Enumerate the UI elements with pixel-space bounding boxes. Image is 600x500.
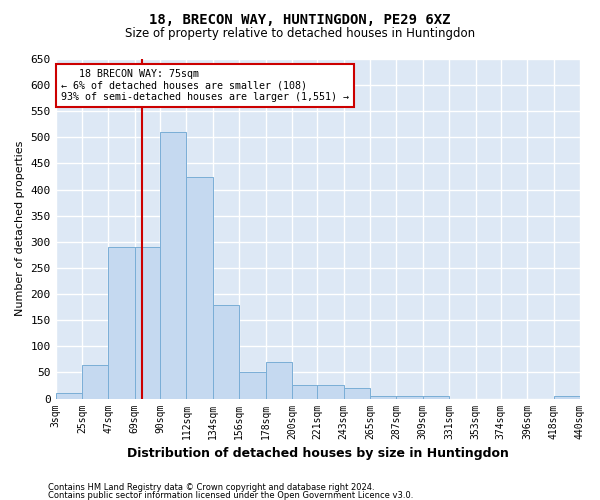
Bar: [397, 396, 423, 398]
Text: 18, BRECON WAY, HUNTINGDON, PE29 6XZ: 18, BRECON WAY, HUNTINGDON, PE29 6XZ: [149, 12, 451, 26]
Bar: [266, 362, 292, 399]
Text: Contains HM Land Registry data © Crown copyright and database right 2024.: Contains HM Land Registry data © Crown c…: [48, 483, 374, 492]
Bar: [292, 386, 317, 398]
Bar: [213, 304, 239, 398]
Bar: [135, 247, 160, 398]
Bar: [160, 132, 187, 398]
Bar: [423, 396, 449, 398]
Bar: [317, 386, 344, 398]
X-axis label: Distribution of detached houses by size in Huntingdon: Distribution of detached houses by size …: [127, 447, 509, 460]
Bar: [344, 388, 370, 398]
Bar: [56, 394, 82, 398]
Text: 18 BRECON WAY: 75sqm   
← 6% of detached houses are smaller (108)
93% of semi-de: 18 BRECON WAY: 75sqm ← 6% of detached ho…: [61, 69, 349, 102]
Bar: [239, 372, 266, 398]
Text: Contains public sector information licensed under the Open Government Licence v3: Contains public sector information licen…: [48, 490, 413, 500]
Bar: [82, 364, 109, 398]
Text: Size of property relative to detached houses in Huntingdon: Size of property relative to detached ho…: [125, 28, 475, 40]
Y-axis label: Number of detached properties: Number of detached properties: [15, 141, 25, 316]
Bar: [370, 396, 397, 398]
Bar: [187, 176, 213, 398]
Bar: [554, 396, 580, 398]
Bar: [109, 247, 135, 398]
